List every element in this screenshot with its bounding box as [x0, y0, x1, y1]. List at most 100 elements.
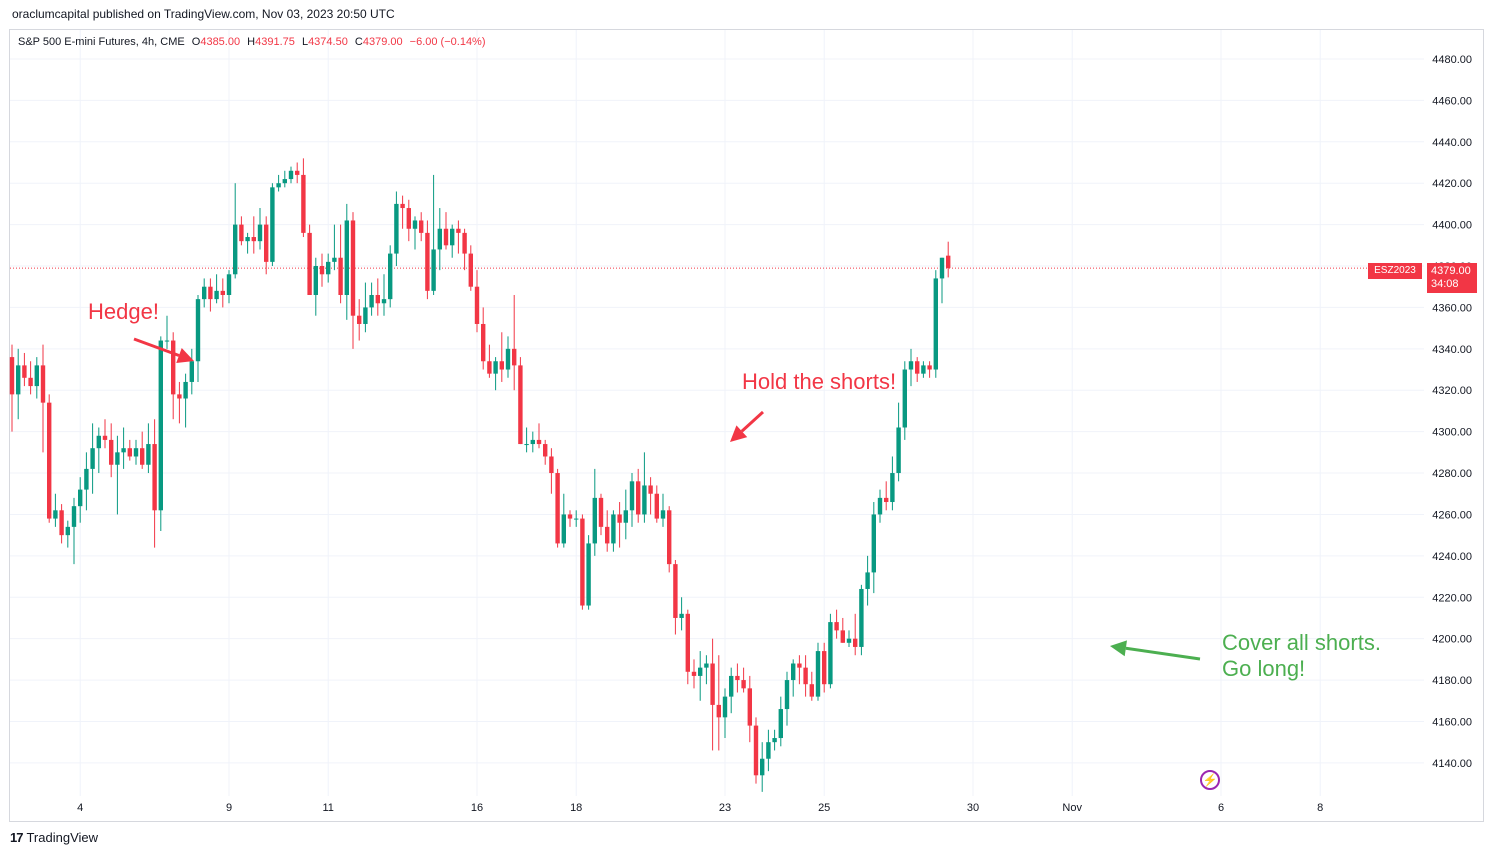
candle-body [164, 340, 170, 342]
candle-body [784, 680, 790, 710]
candle-body [214, 290, 219, 300]
candle-body [536, 439, 542, 445]
high-label: H [247, 36, 256, 48]
candle-body [40, 365, 46, 403]
candle-body [698, 667, 703, 676]
hold-arrow-shaft [740, 410, 765, 433]
candle-body [115, 452, 120, 465]
candle-body [753, 725, 759, 776]
candle-body [605, 526, 610, 544]
candle-body [443, 228, 449, 246]
candle-body [766, 742, 771, 759]
candle-body [518, 365, 523, 445]
candle-body [437, 228, 442, 250]
annotation-hedge: Hedge! [88, 299, 159, 324]
candle-body [884, 497, 889, 503]
hold-arrow-head [730, 425, 748, 442]
bar-countdown: 34:08 [1431, 278, 1459, 290]
candle-body [667, 510, 672, 565]
candle-body [34, 365, 39, 387]
candle-body [580, 518, 585, 606]
candle-body [468, 253, 473, 287]
candle-body [592, 497, 597, 544]
y-tick-label: 4200.00 [1432, 634, 1472, 646]
candle-body [158, 340, 163, 511]
candle-body [704, 663, 709, 668]
candle-body [22, 365, 27, 378]
y-tick-label: 4360.00 [1432, 302, 1472, 314]
flash-icon[interactable]: ⚡ [1200, 770, 1220, 790]
x-tick-label: 8 [1317, 802, 1323, 814]
candle-body [685, 613, 690, 672]
candle-body [660, 510, 666, 519]
candle-body [543, 444, 548, 457]
candle-body [499, 361, 504, 370]
brand-name: TradingView [26, 830, 99, 845]
change-value: −6.00 (−0.14%) [409, 36, 486, 48]
candle-body [419, 220, 424, 233]
candle-body [183, 381, 188, 399]
candle-body [381, 299, 387, 304]
x-tick-label: 16 [471, 802, 483, 814]
candle-body [629, 481, 635, 511]
candle-body [28, 377, 33, 387]
candle-body [933, 278, 938, 370]
candle-body [375, 294, 380, 304]
candle-body [493, 361, 498, 374]
candle-body [474, 286, 480, 324]
candle-body [654, 493, 659, 519]
candle-body [313, 266, 318, 295]
y-tick-label: 4440.00 [1432, 137, 1472, 149]
candle-body [400, 203, 405, 209]
candle-body [586, 543, 591, 606]
candle-body [127, 448, 132, 457]
x-tick-label: 25 [818, 802, 830, 814]
candle-body [512, 348, 517, 366]
candle-body [877, 497, 883, 515]
ohlc-legend: S&P 500 E-mini Futures, 4h, CME O4385.00… [18, 36, 486, 48]
y-tick-label: 4420.00 [1432, 178, 1472, 190]
candle-body [208, 286, 213, 300]
x-tick-label: 4 [77, 802, 83, 814]
last-price-badge: 4379.00 34:08 [1427, 263, 1477, 293]
last-price: 4379.00 [1431, 265, 1471, 277]
candle-body [828, 622, 833, 685]
y-tick-label: 4300.00 [1432, 427, 1472, 439]
candle-body [946, 255, 951, 269]
candle-body [239, 224, 244, 242]
y-tick-label: 4280.00 [1432, 468, 1472, 480]
candle-body [233, 224, 238, 275]
candle-body [623, 510, 628, 523]
annotation-cover-line1: Cover all shorts. [1222, 630, 1381, 655]
candle-body [96, 435, 101, 449]
candle-body [140, 448, 145, 465]
annotation-cover-shorts: Cover all shorts. Go long! [1222, 630, 1381, 682]
candle-body [574, 518, 579, 520]
open-value: 4385.00 [200, 36, 241, 48]
candle-body [456, 228, 461, 233]
candle-body [295, 170, 300, 175]
candle-body [679, 613, 684, 618]
candle-body [59, 510, 64, 536]
candle-body [772, 738, 777, 743]
candle-body [406, 208, 411, 229]
candle-body [53, 510, 58, 519]
candle-body [245, 237, 250, 242]
candle-body [282, 179, 287, 184]
candle-body [462, 232, 467, 254]
candle-body [121, 448, 126, 453]
candle-body [307, 232, 312, 295]
candle-body [270, 187, 275, 262]
candle-body [865, 572, 870, 589]
candle-body [598, 497, 604, 527]
candle-body [189, 361, 194, 382]
candle-body [220, 290, 225, 295]
y-tick-label: 4260.00 [1432, 509, 1472, 521]
candle-body [815, 651, 821, 697]
hedge-arrow-head [176, 347, 194, 364]
hedge-arrow-shaft [133, 337, 180, 357]
candle-body [797, 663, 802, 668]
candle-body [722, 696, 728, 718]
candle-body [47, 402, 52, 519]
